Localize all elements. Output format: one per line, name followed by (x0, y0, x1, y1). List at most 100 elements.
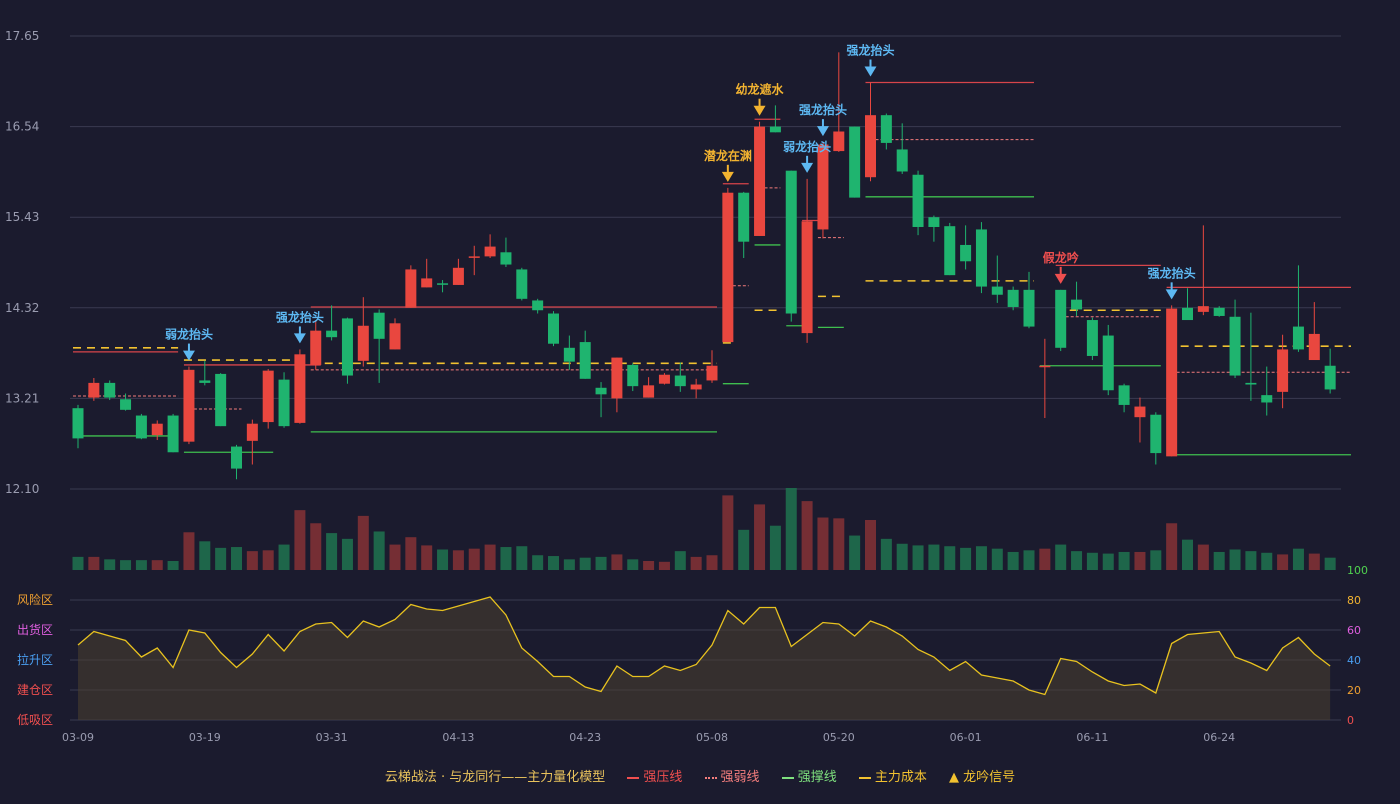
legend-label-pressure: 强压线 (643, 770, 683, 785)
volume-bar (262, 550, 274, 570)
signal-arrow-icon (182, 350, 195, 361)
legend-item-support: 强撑线 (781, 766, 837, 785)
date-tick-label: 05-20 (823, 731, 855, 744)
candle-body (278, 379, 290, 427)
volume-bar (1277, 554, 1289, 570)
legend-label-weak: 强弱线 (720, 770, 760, 785)
volume-bar (484, 544, 496, 570)
candle-body (896, 149, 908, 172)
date-tick-label: 06-24 (1203, 731, 1235, 744)
indicator-tick-label: 0 (1347, 714, 1354, 727)
date-tick-label: 04-13 (442, 731, 474, 744)
date-tick-label: 03-19 (189, 731, 221, 744)
volume-bar (1197, 544, 1209, 570)
indicator-tick-label: 60 (1347, 624, 1361, 637)
signal-label: 假龙吟 (1043, 250, 1079, 265)
signal-label: 幼龙遮水 (736, 82, 785, 97)
candle-body (1086, 320, 1098, 356)
volume-bar (294, 510, 306, 570)
zone-label: 风险区 (17, 592, 53, 607)
signal-arrow-icon (721, 171, 734, 182)
candle-body (468, 256, 480, 258)
volume-bar (421, 545, 433, 570)
signal-arrow-icon (816, 126, 829, 137)
indicator-layer (77, 596, 1331, 720)
price-tick-label: 13.21 (5, 391, 39, 405)
candle-body (1134, 406, 1146, 418)
signal-arrow-icon (1165, 289, 1178, 300)
signal-label: 弱龙抬头 (783, 139, 831, 154)
legend-label-support: 强撑线 (797, 770, 837, 785)
volume-bar (231, 547, 242, 570)
volume-bar (120, 560, 132, 570)
candle-body (865, 115, 876, 178)
candle-body (1197, 306, 1209, 312)
candle-body (452, 267, 464, 285)
candle-body (1213, 307, 1225, 316)
volume-bar (595, 556, 607, 570)
volume-bar (896, 543, 908, 570)
candle-body (690, 384, 702, 390)
candle-body (1292, 326, 1304, 350)
candle-body (991, 286, 1003, 295)
volume-bar (215, 547, 227, 570)
volume-bar (579, 557, 591, 570)
volume-bar (991, 548, 1003, 570)
volume-bar (1292, 548, 1304, 570)
candle-body (1150, 414, 1162, 454)
candle-body (373, 312, 385, 339)
pressure-swatch-icon (627, 776, 640, 779)
candles-layer (72, 52, 1336, 480)
legend-item-pressure: 强压线 (627, 766, 682, 785)
volume-bar (151, 560, 163, 570)
volume-bar (437, 549, 449, 570)
zone-label: 建仓区 (17, 683, 53, 697)
price-tick-label: 15.43 (5, 210, 39, 224)
candle-body (960, 244, 972, 262)
legend-title: 云梯战法 · 与龙同行——主力量化模型 (384, 770, 606, 785)
candle-body (532, 300, 544, 311)
candle-body (246, 423, 258, 441)
candle-body (975, 229, 987, 287)
volume-bar (1086, 552, 1098, 570)
volume-bar (706, 555, 718, 570)
candle-body (1118, 385, 1130, 405)
volume-bar (690, 556, 702, 570)
price-tick-label: 16.54 (5, 120, 39, 134)
candle-body (357, 325, 369, 361)
candle-body (405, 269, 417, 308)
candle-body (104, 382, 116, 398)
cost-swatch-icon (858, 776, 871, 779)
legend-item-cost: 主力成本 (858, 766, 927, 785)
signal-arrow-icon (864, 66, 877, 77)
candle-body (135, 415, 147, 439)
candle-body (88, 382, 100, 398)
signal-label: 强龙抬头 (799, 102, 847, 117)
date-tick-label: 03-09 (62, 731, 94, 744)
volume-bar (849, 535, 861, 570)
triangle-icon: ▲ (949, 770, 964, 785)
candle-body (944, 226, 956, 276)
volume-bar (928, 544, 940, 570)
date-tick-label: 03-31 (316, 731, 348, 744)
volume-bar (452, 550, 464, 570)
indicator-tick-label: 80 (1347, 594, 1361, 607)
weak-swatch-icon (704, 776, 717, 779)
candle-body (1023, 289, 1035, 327)
candle-body (262, 370, 274, 423)
signal-label: 强龙抬头 (1148, 265, 1196, 280)
candle-body (563, 347, 575, 362)
volume-bar (1039, 548, 1051, 570)
volume-bar (674, 551, 686, 570)
candle-body (1102, 335, 1114, 391)
candle-body (484, 246, 496, 257)
volume-bar (801, 501, 813, 570)
candle-body (516, 269, 528, 299)
zone-label: 拉升区 (17, 652, 53, 667)
legend-item-weak: 强弱线 (704, 766, 760, 785)
date-tick-label: 04-23 (569, 731, 601, 744)
candle-body (167, 415, 179, 453)
volume-bar (500, 547, 512, 570)
